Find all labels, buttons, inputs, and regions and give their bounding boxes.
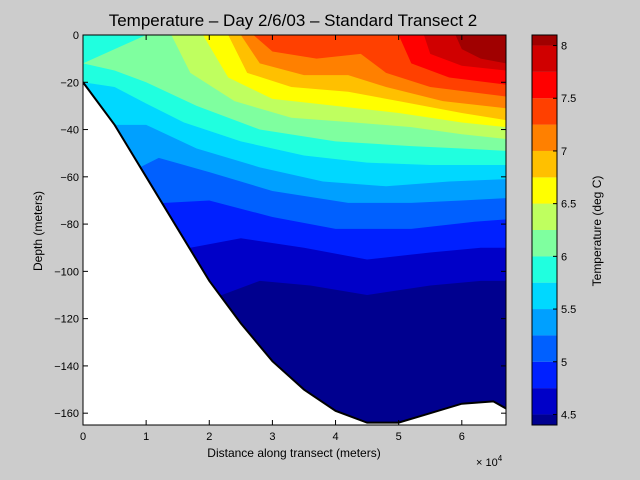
plot-area: 0 1 2 3 4 5 6 0 −20 −40 −60 −80 −100 −120 −140 −160 xyxy=(54,30,507,443)
colorbar-band xyxy=(532,150,557,178)
colorbar-band xyxy=(532,388,557,415)
colorbar-band xyxy=(532,335,557,362)
x-axis-multiplier-exponent: 4 xyxy=(498,454,503,463)
x-axis-multiplier-base: × 10 xyxy=(476,457,498,469)
colorbar-band xyxy=(532,98,557,125)
x-tick-label: 4 xyxy=(332,431,338,443)
colorbar-tick-label: 7 xyxy=(561,146,567,158)
x-tick-label: 5 xyxy=(396,431,402,443)
colorbar-tick-label: 5.5 xyxy=(561,304,576,316)
x-tick-label: 3 xyxy=(269,431,275,443)
colorbar-band xyxy=(532,71,557,99)
y-tick-label: −100 xyxy=(54,266,79,278)
x-tick-label: 6 xyxy=(459,431,465,443)
x-axis-label: Distance along transect (meters) xyxy=(207,446,380,460)
colorbar-band xyxy=(532,45,557,72)
colorbar: 4.5 5 5.5 6 6.5 7 7.5 8 xyxy=(531,34,576,426)
y-tick-label: −60 xyxy=(60,172,79,184)
colorbar-band xyxy=(532,230,557,257)
y-tick-label: 0 xyxy=(73,30,79,42)
y-tick-label: −40 xyxy=(60,125,79,137)
colorbar-band xyxy=(532,414,557,425)
colorbar-tick-label: 5 xyxy=(561,357,567,369)
colorbar-band xyxy=(532,203,557,230)
bottom-profile-line xyxy=(83,81,506,424)
colorbar-band xyxy=(532,282,557,310)
contour-layer xyxy=(83,35,506,425)
colorbar-band xyxy=(532,256,557,283)
y-tick-label: −120 xyxy=(54,314,79,326)
colorbar-band xyxy=(532,35,557,46)
colorbar-tick-label: 7.5 xyxy=(561,93,576,105)
colorbar-bands xyxy=(532,35,557,425)
y-tick-label: −80 xyxy=(60,219,79,231)
colorbar-frame xyxy=(531,34,558,426)
x-tick-label: 1 xyxy=(143,431,149,443)
x-axis-ticks: 0 1 2 3 4 5 6 xyxy=(80,35,465,443)
colorbar-band xyxy=(532,124,557,151)
colorbar-tick-label: 8 xyxy=(561,41,567,53)
colorbar-tick-label: 6.5 xyxy=(561,199,576,211)
chart-title: Temperature – Day 2/6/03 – Standard Tran… xyxy=(109,11,478,30)
y-axis-label: Depth (meters) xyxy=(31,191,45,271)
colorbar-tick-label: 6 xyxy=(561,251,567,263)
x-tick-label: 2 xyxy=(206,431,212,443)
plot-frame xyxy=(82,34,507,426)
colorbar-band xyxy=(532,361,557,389)
y-tick-label: −160 xyxy=(54,408,79,420)
colorbar-tick-label: 4.5 xyxy=(561,409,576,421)
y-tick-label: −20 xyxy=(60,77,79,89)
colorbar-band xyxy=(532,177,557,204)
x-axis-multiplier: × 104 xyxy=(476,454,503,469)
x-tick-label: 0 xyxy=(80,431,86,443)
colorbar-label: Temperature (deg C) xyxy=(590,176,604,287)
y-axis-ticks: 0 −20 −40 −60 −80 −100 −120 −140 −160 xyxy=(54,30,506,420)
colorbar-ticks: 4.5 5 5.5 6 6.5 7 7.5 8 xyxy=(553,41,576,421)
seafloor-mask xyxy=(83,82,506,425)
y-tick-label: −140 xyxy=(54,361,79,373)
colorbar-band xyxy=(532,309,557,336)
